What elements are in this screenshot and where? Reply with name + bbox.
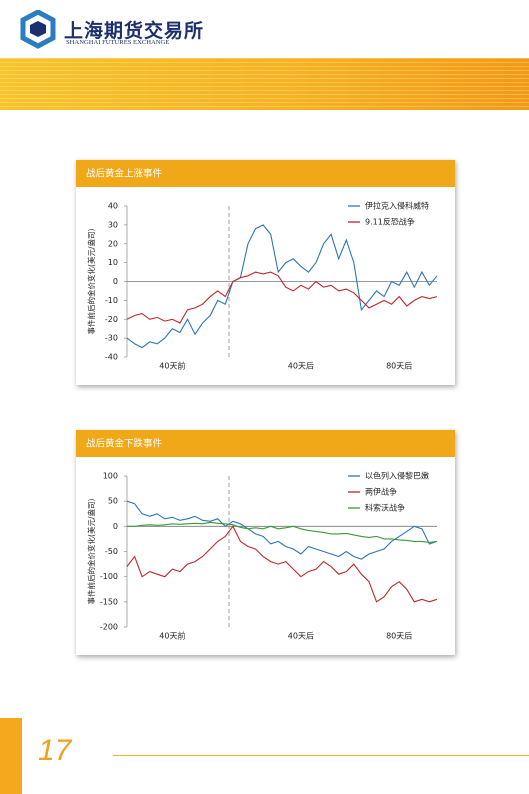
series-line <box>127 521 438 543</box>
y-tick-label: 20 <box>108 239 118 248</box>
y-tick-label: 100 <box>103 472 118 481</box>
y-tick-label: 30 <box>108 220 118 229</box>
logo <box>20 10 56 49</box>
y-tick-label: -20 <box>105 315 118 324</box>
chart-title: 战后黄金下跌事件 <box>86 438 163 450</box>
y-tick-label: -40 <box>105 353 118 362</box>
x-tick-label: 80天后 <box>386 361 412 371</box>
legend-label: 9.11反恐战争 <box>365 217 415 227</box>
x-tick-label: 40天前 <box>159 631 185 641</box>
y-tick-label: -30 <box>105 334 118 343</box>
y-tick-label: -10 <box>105 296 118 305</box>
series-line <box>126 271 438 324</box>
chart-box: 战后黄金下跌事件事件前后的金价变化(美元/盎司) -200 -150 -100 -50 0… <box>76 430 455 655</box>
series-line <box>126 224 438 349</box>
y-tick-label: -100 <box>100 572 118 581</box>
footer-line <box>113 755 529 756</box>
title-bar <box>76 160 455 187</box>
x-tick-label: 40天后 <box>288 631 314 641</box>
legend-label: 伊拉克入侵科威特 <box>365 201 429 211</box>
title-bar <box>76 430 455 457</box>
x-tick-label: 40天后 <box>288 361 314 371</box>
y-tick-label: -50 <box>105 547 118 556</box>
y-tick-label: 0 <box>113 277 118 286</box>
y-axis-label: 事件前后的金价变化(美元/盎司) <box>86 498 96 604</box>
org-name-en: SHANGHAI FUTURES EXCHANGE <box>66 39 170 46</box>
y-tick-label: 0 <box>113 522 118 531</box>
y-tick-label: -150 <box>100 597 118 606</box>
banner <box>0 58 529 110</box>
series-line <box>126 525 438 603</box>
y-axis-label: 事件前后的金价变化(美元/盎司) <box>86 228 96 334</box>
footer-bar <box>0 718 22 794</box>
y-tick-label: 50 <box>108 497 118 506</box>
chart-title: 战后黄金上涨事件 <box>86 168 163 180</box>
y-tick-label: 40 <box>108 202 118 211</box>
x-tick-label: 40天前 <box>159 361 185 371</box>
y-tick-label: -200 <box>100 623 118 632</box>
legend-label: 以色列入侵黎巴嫩 <box>365 471 429 481</box>
legend-label: 科索沃战争 <box>365 503 405 513</box>
y-tick-label: 10 <box>108 258 118 267</box>
series-line <box>126 500 438 560</box>
x-tick-label: 80天后 <box>386 631 412 641</box>
page-number: 17 <box>38 734 72 767</box>
legend-label: 两伊战争 <box>365 487 397 497</box>
org-name-cn: 上海期货交易所 <box>64 20 205 42</box>
chart-box: 战后黄金上涨事件事件前后的金价变化(美元/盎司) -40 -30 -20 -10 0 10 2… <box>76 160 455 385</box>
